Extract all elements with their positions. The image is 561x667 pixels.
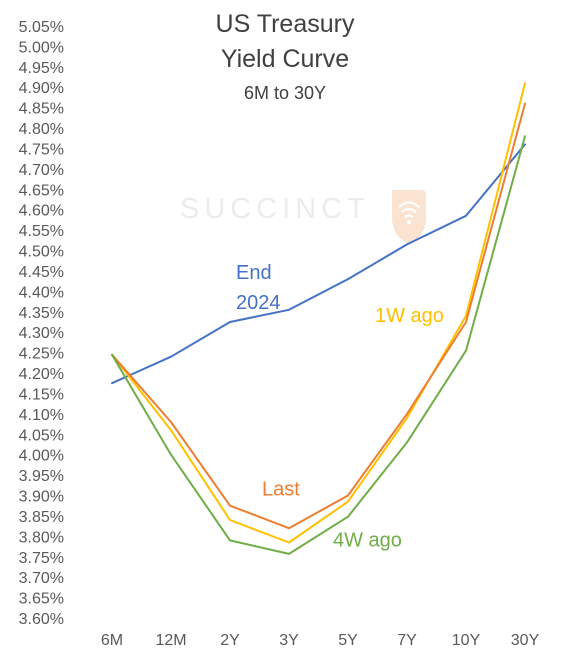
- y-tick-label: 4.50%: [19, 244, 64, 261]
- x-tick-label: 12M: [155, 632, 186, 649]
- y-tick-label: 3.80%: [19, 529, 64, 546]
- y-tick-label: 4.90%: [19, 80, 64, 97]
- y-tick-label: 4.95%: [19, 60, 64, 77]
- chart-title-block: US Treasury Yield Curve 6M to 30Y: [216, 10, 355, 103]
- y-tick-label: 4.15%: [19, 386, 64, 403]
- y-tick-label: 4.30%: [19, 325, 64, 342]
- series-label: 4W ago: [333, 530, 402, 552]
- y-tick-label: 4.05%: [19, 427, 64, 444]
- y-tick-label: 4.80%: [19, 121, 64, 138]
- y-tick-label: 3.65%: [19, 591, 64, 608]
- series-label: End: [236, 262, 272, 284]
- y-tick-label: 4.35%: [19, 305, 64, 322]
- series-line: [111, 82, 526, 544]
- chart-title-line-2: Yield Curve: [221, 45, 349, 73]
- x-tick-label: 3Y: [279, 632, 299, 649]
- watermark: SUCCINCT: [180, 190, 426, 244]
- series-line: [111, 143, 526, 385]
- chart-title-line-1: US Treasury: [216, 10, 355, 38]
- y-tick-label: 3.75%: [19, 550, 64, 567]
- y-tick-label: 4.20%: [19, 366, 64, 383]
- x-tick-label: 5Y: [338, 632, 358, 649]
- y-tick-label: 3.60%: [19, 611, 64, 628]
- x-axis-tick-labels: 6M 12M 2Y 3Y 5Y 7Y 10Y 30Y: [101, 632, 540, 649]
- y-tick-label: 3.95%: [19, 468, 64, 485]
- y-tick-label: 4.00%: [19, 448, 64, 465]
- series-labels: End 2024 1W ago Last 4W ago: [236, 262, 444, 551]
- watermark-logo-icon: [392, 190, 426, 244]
- y-tick-label: 5.05%: [19, 19, 64, 36]
- y-tick-label: 4.25%: [19, 346, 64, 363]
- x-tick-label: 7Y: [397, 632, 417, 649]
- y-tick-label: 4.55%: [19, 223, 64, 240]
- series-label: Last: [262, 479, 300, 501]
- y-tick-label: 4.10%: [19, 407, 64, 424]
- y-tick-label: 4.40%: [19, 284, 64, 301]
- x-tick-label: 30Y: [511, 632, 540, 649]
- chart-subtitle: 6M to 30Y: [244, 83, 326, 103]
- x-tick-label: 6M: [101, 632, 123, 649]
- y-tick-label: 5.00%: [19, 39, 64, 56]
- y-tick-label: 4.45%: [19, 264, 64, 281]
- y-tick-label: 4.75%: [19, 141, 64, 158]
- x-tick-label: 2Y: [220, 632, 240, 649]
- series-label: 1W ago: [375, 305, 444, 327]
- series-label: 2024: [236, 292, 281, 314]
- y-tick-label: 3.70%: [19, 570, 64, 587]
- y-tick-label: 4.70%: [19, 162, 64, 179]
- series-line: [111, 102, 526, 530]
- y-tick-label: 3.90%: [19, 489, 64, 506]
- y-tick-label: 3.85%: [19, 509, 64, 526]
- watermark-text: SUCCINCT: [180, 193, 370, 225]
- x-tick-label: 10Y: [452, 632, 481, 649]
- y-tick-label: 4.65%: [19, 182, 64, 199]
- y-tick-label: 4.60%: [19, 203, 64, 220]
- series-line: [111, 135, 526, 555]
- y-tick-label: 4.85%: [19, 101, 64, 118]
- series-lines: [111, 82, 526, 555]
- y-axis-tick-labels: 3.60% 3.65% 3.70% 3.75% 3.80% 3.85% 3.90% 3.95%…: [19, 19, 64, 628]
